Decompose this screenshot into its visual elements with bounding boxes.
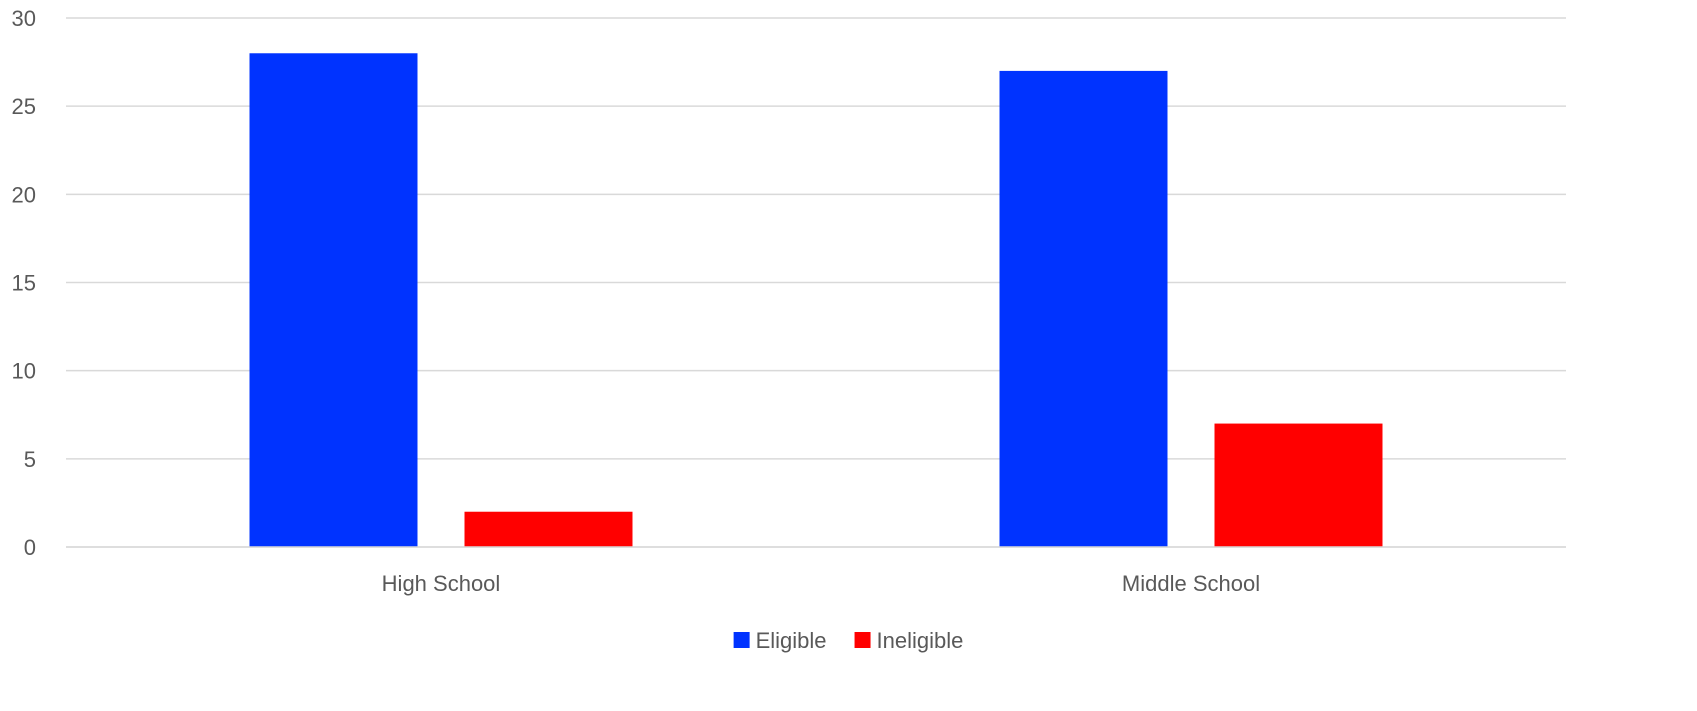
y-tick-label: 25	[12, 94, 36, 119]
y-tick-label: 5	[24, 447, 36, 472]
y-tick-label: 20	[12, 182, 36, 207]
legend-label: Eligible	[756, 628, 827, 653]
legend-swatch	[733, 632, 750, 648]
y-tick-label: 30	[12, 6, 36, 31]
legend-swatch	[854, 632, 871, 648]
x-axis-category-labels: High School Middle School	[382, 571, 1260, 596]
x-category-label: Middle School	[1122, 571, 1260, 596]
bar-eligible-middle-school	[999, 70, 1168, 548]
y-axis-tick-labels: 0 5 10 15 20 25 30	[12, 6, 36, 560]
y-tick-label: 10	[12, 359, 36, 384]
bar-eligible-high-school	[249, 53, 418, 548]
bar-ineligible-high-school	[464, 511, 633, 547]
legend: Eligible Ineligible	[733, 628, 964, 653]
y-tick-label: 0	[24, 535, 36, 560]
x-category-label: High School	[382, 571, 501, 596]
bars	[66, 53, 1566, 548]
bar-ineligible-middle-school	[1214, 423, 1383, 547]
legend-label: Ineligible	[877, 628, 964, 653]
y-tick-label: 15	[12, 271, 36, 296]
legend-item-ineligible: Ineligible	[854, 628, 964, 653]
legend-item-eligible: Eligible	[733, 628, 827, 653]
